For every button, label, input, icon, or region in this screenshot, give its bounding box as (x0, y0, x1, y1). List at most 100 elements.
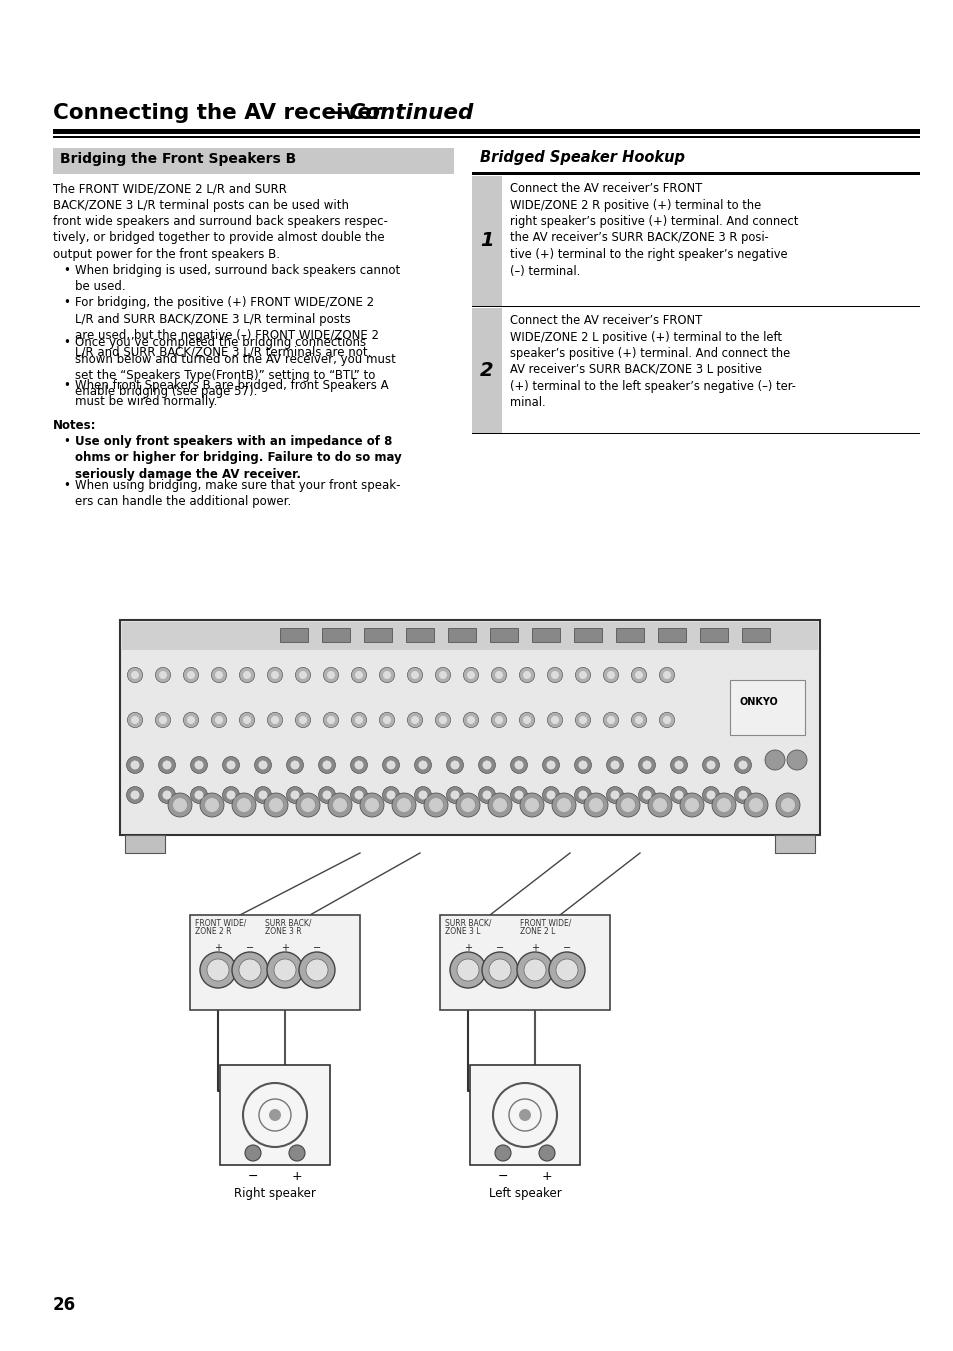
Circle shape (267, 952, 303, 988)
Circle shape (517, 952, 553, 988)
Bar (120, 620, 820, 835)
Circle shape (635, 716, 642, 724)
Circle shape (519, 793, 543, 817)
Circle shape (214, 671, 223, 680)
Bar (472, 172, 919, 173)
Circle shape (775, 793, 800, 817)
Bar (472, 308, 501, 434)
Circle shape (418, 761, 427, 770)
Circle shape (127, 757, 143, 774)
Circle shape (327, 716, 335, 724)
Circle shape (191, 786, 208, 804)
Circle shape (450, 790, 459, 800)
Circle shape (557, 798, 571, 812)
Circle shape (489, 959, 511, 981)
Bar (616, 628, 643, 642)
Circle shape (446, 786, 463, 804)
Circle shape (659, 667, 674, 682)
Circle shape (616, 793, 639, 817)
Circle shape (269, 1109, 281, 1121)
Circle shape (382, 757, 399, 774)
Bar (280, 628, 308, 642)
Circle shape (456, 959, 478, 981)
Bar (322, 628, 350, 642)
Circle shape (286, 786, 303, 804)
Bar (700, 628, 727, 642)
Circle shape (491, 667, 506, 682)
Bar (220, 1065, 330, 1165)
Circle shape (392, 793, 416, 817)
Circle shape (538, 1146, 555, 1161)
Circle shape (610, 761, 618, 770)
Text: FRONT WIDE/: FRONT WIDE/ (519, 917, 571, 927)
Circle shape (214, 716, 223, 724)
Circle shape (466, 716, 475, 724)
Text: −: − (313, 943, 321, 952)
Circle shape (495, 671, 502, 680)
Text: SURR BACK/: SURR BACK/ (265, 917, 312, 927)
Circle shape (478, 757, 495, 774)
Text: When front Speakers B are bridged, front Speakers A
must be wired normally.: When front Speakers B are bridged, front… (75, 380, 388, 408)
Circle shape (764, 750, 784, 770)
Circle shape (226, 761, 235, 770)
Circle shape (306, 959, 328, 981)
Text: −: − (248, 1170, 258, 1183)
Circle shape (620, 798, 635, 812)
Circle shape (638, 786, 655, 804)
Circle shape (382, 786, 399, 804)
Circle shape (602, 712, 618, 728)
Circle shape (450, 761, 459, 770)
Circle shape (670, 757, 687, 774)
Text: Bridging the Front Speakers B: Bridging the Front Speakers B (60, 153, 296, 166)
Circle shape (351, 667, 366, 682)
Text: Use only front speakers with an impedance of 8
ohms or higher for bridging. Fail: Use only front speakers with an impedanc… (75, 435, 401, 481)
Circle shape (641, 790, 651, 800)
Circle shape (435, 667, 450, 682)
Circle shape (172, 798, 187, 812)
Circle shape (323, 667, 338, 682)
Circle shape (328, 793, 352, 817)
Circle shape (662, 671, 670, 680)
Circle shape (638, 757, 655, 774)
Text: −: − (562, 943, 571, 952)
Circle shape (463, 712, 478, 728)
Circle shape (351, 712, 366, 728)
Text: Connecting the AV receiver: Connecting the AV receiver (53, 103, 382, 123)
Circle shape (510, 757, 527, 774)
Bar (439, 915, 609, 1011)
Bar (470, 1065, 579, 1165)
Circle shape (548, 952, 584, 988)
Circle shape (243, 671, 251, 680)
Text: Notes:: Notes: (53, 419, 96, 432)
Circle shape (254, 757, 272, 774)
Circle shape (574, 786, 591, 804)
Bar (190, 915, 359, 1011)
Circle shape (131, 671, 139, 680)
Circle shape (355, 716, 363, 724)
Circle shape (267, 667, 282, 682)
Circle shape (574, 757, 591, 774)
Text: —Continued: —Continued (328, 103, 473, 123)
Circle shape (187, 716, 194, 724)
Circle shape (547, 712, 562, 728)
Circle shape (155, 712, 171, 728)
Circle shape (674, 761, 682, 770)
Text: FRONT WIDE/: FRONT WIDE/ (194, 917, 246, 927)
Text: •: • (63, 480, 70, 492)
Circle shape (491, 712, 506, 728)
Circle shape (168, 793, 192, 817)
Circle shape (522, 716, 531, 724)
Circle shape (396, 798, 411, 812)
Circle shape (478, 786, 495, 804)
Circle shape (318, 757, 335, 774)
Bar (774, 835, 814, 852)
Circle shape (333, 798, 347, 812)
Circle shape (212, 667, 227, 682)
Circle shape (267, 712, 282, 728)
Circle shape (222, 757, 239, 774)
Circle shape (245, 1146, 261, 1161)
Bar (490, 628, 517, 642)
Circle shape (382, 716, 391, 724)
Circle shape (556, 959, 578, 981)
Circle shape (510, 786, 527, 804)
